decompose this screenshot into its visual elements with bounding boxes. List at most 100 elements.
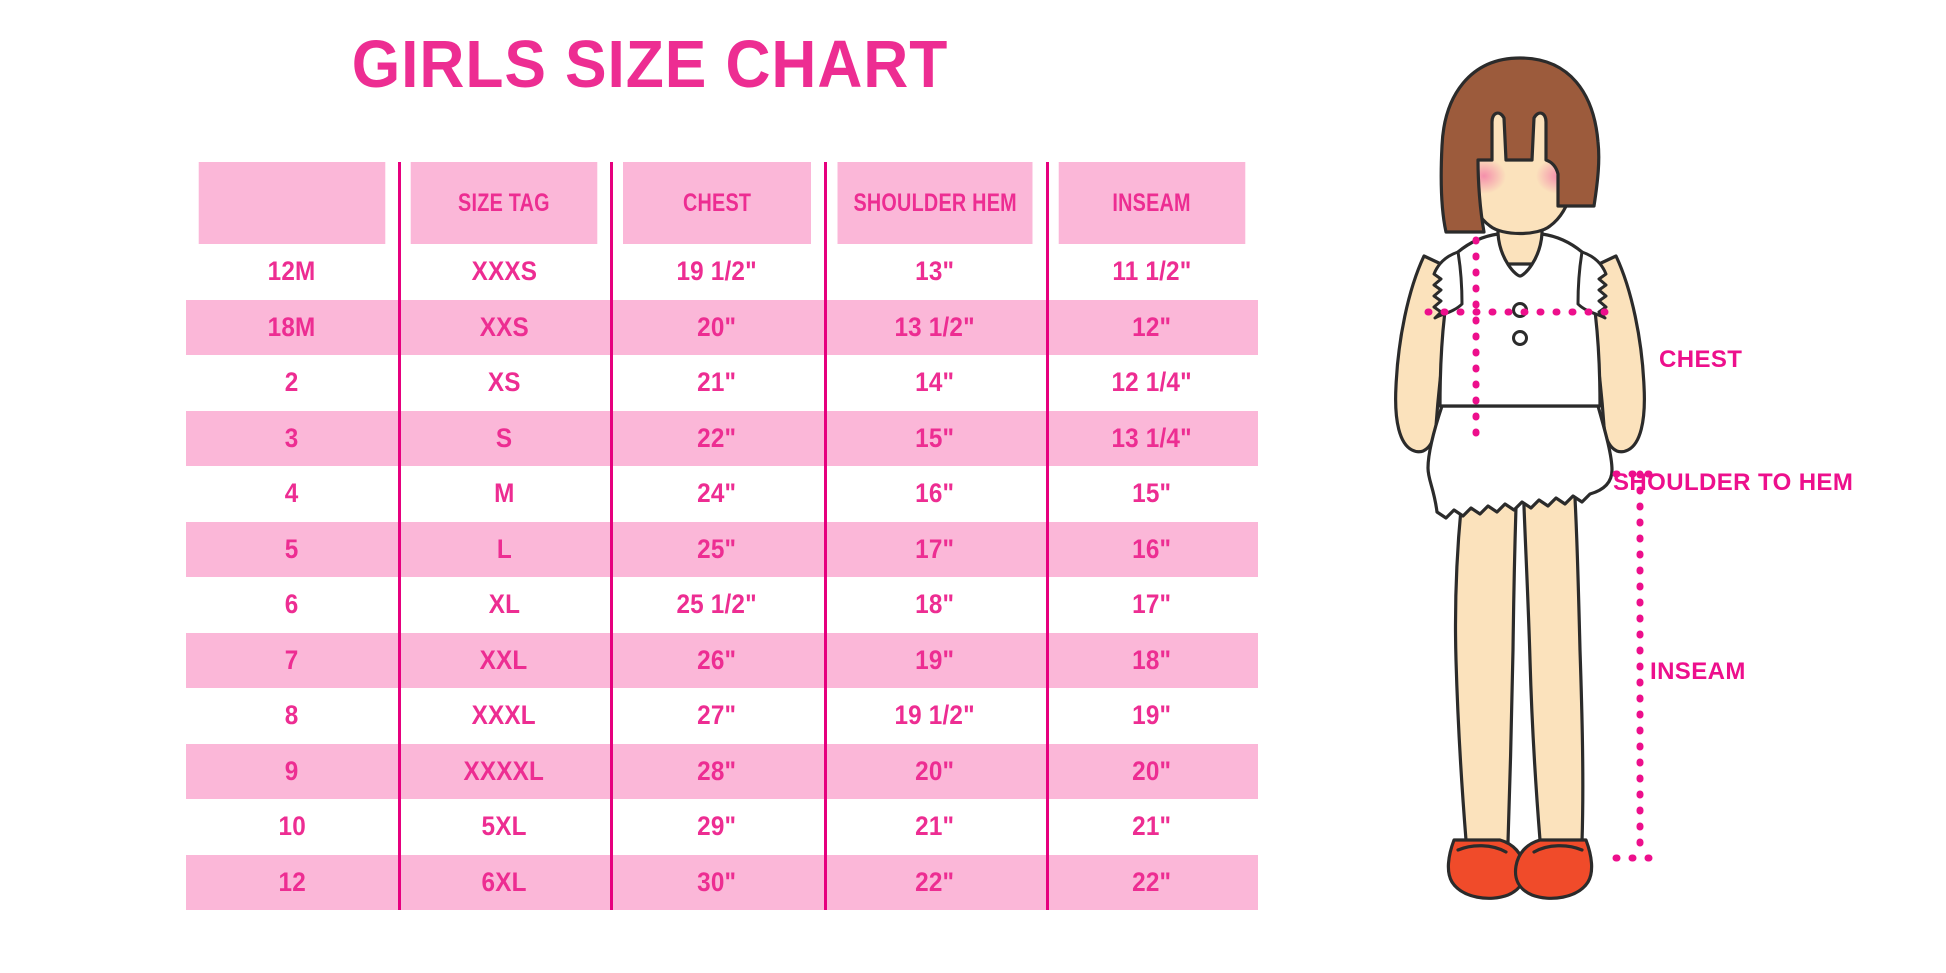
cell-text: L	[496, 533, 512, 564]
cell-text: 17"	[915, 533, 955, 564]
column-header-size-tag: SIZE TAG	[410, 162, 598, 244]
cell-text: 2	[285, 367, 299, 398]
cell-size: 6	[186, 577, 398, 633]
cell-shoulder-hem: 18"	[824, 577, 1046, 633]
table-row: 8 XXXL 27" 19 1/2" 19"	[186, 688, 1258, 744]
cell-size-tag: XXXL	[398, 688, 610, 744]
cell-shoulder-hem: 21"	[824, 799, 1046, 855]
page-title: GIRLS SIZE CHART	[351, 27, 949, 102]
cell-size: 5	[186, 521, 398, 577]
cell-inseam: 17"	[1046, 577, 1258, 633]
cell-size: 10	[186, 799, 398, 855]
cell-text: 18M	[268, 311, 316, 342]
cell-shoulder-hem: 20"	[824, 743, 1046, 799]
cell-text: XXXS	[471, 256, 537, 287]
measurement-guides-group	[1424, 236, 1668, 862]
cell-text: 5	[285, 533, 299, 564]
table-header-row: SIZE TAG CHEST SHOULDER HEM INSEAM	[186, 162, 1258, 244]
size-chart-table-container: SIZE TAG CHEST SHOULDER HEM INSEAM 12M XX…	[186, 162, 1258, 910]
cell-chest: 22"	[610, 410, 824, 466]
cell-text: 5XL	[481, 811, 527, 842]
cell-chest: 25"	[610, 521, 824, 577]
table-row: 12 6XL 30" 22" 22"	[186, 854, 1258, 910]
cell-text: 27"	[697, 700, 737, 731]
cell-text: 3	[285, 422, 299, 453]
table-row: 2 XS 21" 14" 12 1/4"	[186, 355, 1258, 411]
table-header: SIZE TAG CHEST SHOULDER HEM INSEAM	[186, 162, 1258, 244]
cell-shoulder-hem: 14"	[824, 355, 1046, 411]
cell-text: XL	[488, 589, 520, 620]
cell-text: 22"	[697, 422, 737, 453]
cell-text: 18"	[1132, 644, 1172, 675]
cell-size-tag: XS	[398, 355, 610, 411]
button-bottom	[1512, 330, 1528, 346]
cell-text: 8	[285, 700, 299, 731]
cell-text: 15"	[1132, 478, 1172, 509]
cell-text: 7	[285, 644, 299, 675]
cell-shoulder-hem: 16"	[824, 466, 1046, 522]
cell-text: 30"	[697, 866, 737, 897]
cell-inseam: 18"	[1046, 632, 1258, 688]
table-row: 9 XXXXL 28" 20" 20"	[186, 743, 1258, 799]
cell-text: 19 1/2"	[894, 700, 976, 731]
cell-size-tag: 5XL	[398, 799, 610, 855]
cell-text: XXXL	[471, 700, 537, 731]
cell-text: 6XL	[481, 866, 527, 897]
cell-text: 9	[285, 755, 299, 786]
cell-size-tag: XXXXL	[398, 743, 610, 799]
cell-text: 28"	[697, 755, 737, 786]
cell-text: XXL	[480, 644, 528, 675]
cell-chest: 20"	[610, 299, 824, 355]
cell-inseam: 19"	[1046, 688, 1258, 744]
cell-size-tag: M	[398, 466, 610, 522]
figure-body-group	[1394, 56, 1646, 900]
cell-size-tag: XXXS	[398, 244, 610, 300]
shoulder-to-hem-callout-label: SHOULDER TO HEM	[1613, 469, 1854, 496]
column-header-size	[198, 162, 386, 244]
column-header-chest: CHEST	[622, 162, 812, 244]
cell-text: XS	[487, 367, 521, 398]
shoes-group	[1446, 838, 1594, 900]
cell-text: 19 1/2"	[676, 256, 758, 287]
cell-text: 19"	[915, 644, 955, 675]
cell-text: 14"	[915, 367, 955, 398]
cell-shoulder-hem: 13 1/2"	[824, 299, 1046, 355]
cell-shoulder-hem: 13"	[824, 244, 1046, 300]
cell-text: XXS	[479, 311, 529, 342]
cell-size-tag: XXL	[398, 632, 610, 688]
column-header-inseam: INSEAM	[1058, 162, 1246, 244]
girl-figure-illustration	[1350, 50, 1710, 930]
cell-size-tag: S	[398, 410, 610, 466]
cell-chest: 26"	[610, 632, 824, 688]
cell-chest: 25 1/2"	[610, 577, 824, 633]
cell-text: 13 1/2"	[894, 311, 976, 342]
table-row: 5 L 25" 17" 16"	[186, 521, 1258, 577]
top-garment	[1438, 232, 1602, 408]
cell-size: 18M	[186, 299, 398, 355]
cell-chest: 27"	[610, 688, 824, 744]
cell-shoulder-hem: 19 1/2"	[824, 688, 1046, 744]
cell-chest: 21"	[610, 355, 824, 411]
cell-text: 24"	[697, 478, 737, 509]
cell-text: 20"	[915, 755, 955, 786]
cell-shoulder-hem: 19"	[824, 632, 1046, 688]
cell-text: 21"	[697, 367, 737, 398]
cell-inseam: 12"	[1046, 299, 1258, 355]
cell-text: 22"	[915, 866, 955, 897]
cell-text: 6	[285, 589, 299, 620]
cell-shoulder-hem: 22"	[824, 854, 1046, 910]
cell-size: 8	[186, 688, 398, 744]
cell-text: 10	[278, 811, 306, 842]
cell-chest: 24"	[610, 466, 824, 522]
table-row: 3 S 22" 15" 13 1/4"	[186, 410, 1258, 466]
cell-text: 12M	[268, 256, 316, 287]
cell-size-tag: L	[398, 521, 610, 577]
cell-text: 12	[278, 866, 306, 897]
cell-chest: 29"	[610, 799, 824, 855]
size-chart-table: SIZE TAG CHEST SHOULDER HEM INSEAM 12M XX…	[186, 162, 1258, 910]
cell-size-tag: XL	[398, 577, 610, 633]
cell-chest: 28"	[610, 743, 824, 799]
table-body: 12M XXXS 19 1/2" 13" 11 1/2" 18M XXS 20" 13 1/2"…	[186, 244, 1258, 910]
cell-inseam: 13 1/4"	[1046, 410, 1258, 466]
table-row: 18M XXS 20" 13 1/2" 12"	[186, 299, 1258, 355]
